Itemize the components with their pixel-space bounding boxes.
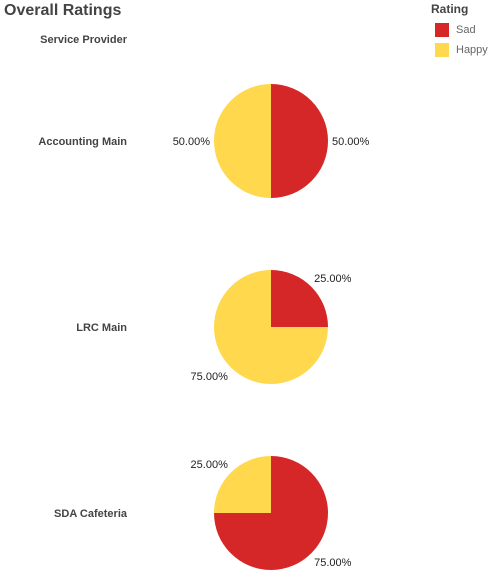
slice-label-accounting-main-happy: 50.00%: [173, 136, 211, 148]
row-label-lrc-main: LRC Main: [76, 322, 127, 334]
slice-label-sda-cafeteria-happy: 25.00%: [191, 459, 229, 471]
slice-label-sda-cafeteria-sad: 75.00%: [314, 557, 352, 569]
pie-slice-accounting-main-sad[interactable]: [271, 84, 328, 198]
legend-title: Rating: [431, 2, 469, 16]
pie-slice-sda-cafeteria-happy[interactable]: [214, 456, 271, 513]
legend-item-happy[interactable]: Happy: [431, 40, 488, 60]
legend-label-sad: Sad: [456, 24, 476, 36]
chart-title: Overall Ratings: [4, 2, 122, 19]
legend-item-sad[interactable]: Sad: [431, 20, 488, 40]
slice-label-lrc-main-happy: 75.00%: [191, 371, 229, 383]
pie-slice-lrc-main-sad[interactable]: [271, 270, 328, 327]
legend-swatch-happy: [435, 43, 449, 57]
legend: Rating Sad Happy: [431, 2, 488, 60]
row-label-accounting-main: Accounting Main: [38, 136, 127, 148]
legend-label-happy: Happy: [456, 44, 488, 56]
pie-slice-accounting-main-happy[interactable]: [214, 84, 271, 198]
row-label-sda-cafeteria: SDA Cafeteria: [54, 508, 128, 520]
slice-label-lrc-main-sad: 25.00%: [314, 273, 352, 285]
slice-label-accounting-main-sad: 50.00%: [332, 136, 370, 148]
legend-swatch-sad: [435, 23, 449, 37]
pie-slice-lrc-main-happy[interactable]: [214, 270, 328, 384]
row-header: Service Provider: [40, 34, 127, 46]
